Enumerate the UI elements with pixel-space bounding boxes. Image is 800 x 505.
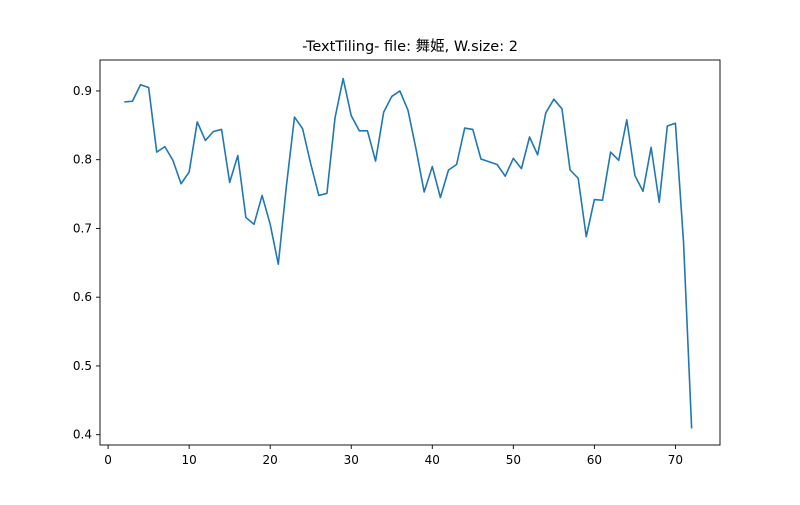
y-tick-label: 0.7 [73, 221, 92, 235]
x-tick-label: 70 [668, 453, 683, 467]
y-tick-label: 0.5 [73, 359, 92, 373]
x-tick-label: 0 [104, 453, 112, 467]
y-tick-label: 0.9 [73, 84, 92, 98]
x-tick-label: 50 [506, 453, 521, 467]
y-tick-label: 0.6 [73, 290, 92, 304]
x-tick-label: 30 [344, 453, 359, 467]
chart-title: -TextTiling- file: 舞姫, W.size: 2 [302, 38, 518, 55]
x-tick-label: 20 [263, 453, 278, 467]
x-tick-label: 10 [182, 453, 197, 467]
x-tick-label: 40 [425, 453, 440, 467]
series-line [124, 77, 693, 429]
y-axis: 0.4 0.5 0.6 0.7 0.8 0.9 [73, 84, 100, 442]
x-axis: 0 10 20 30 40 50 60 70 [104, 445, 683, 467]
y-tick-label: 0.8 [73, 153, 92, 167]
series-layer [124, 77, 693, 429]
x-tick-label: 60 [587, 453, 602, 467]
plot-area-frame [99, 59, 721, 446]
y-tick-label: 0.4 [73, 428, 92, 442]
